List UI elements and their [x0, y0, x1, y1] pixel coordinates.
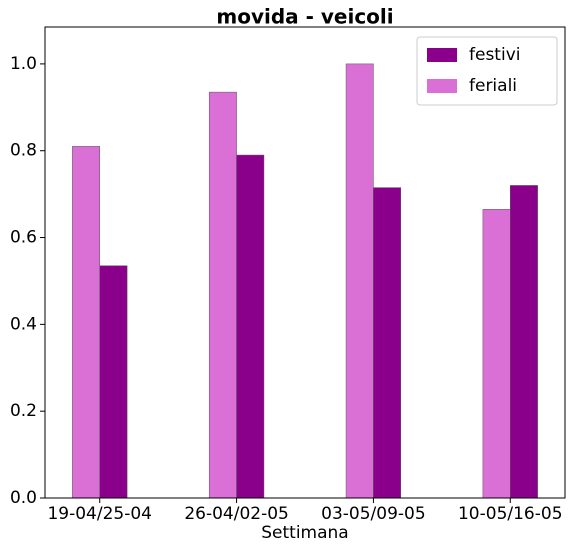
legend-label: festivi — [469, 45, 520, 65]
legend-swatch — [427, 48, 457, 62]
y-tick-label: 0.0 — [10, 488, 37, 508]
y-tick-label: 0.8 — [10, 141, 37, 161]
x-tick-label: 19-04/25-04 — [47, 504, 152, 524]
bar — [482, 209, 511, 499]
bar — [99, 265, 128, 499]
bar — [345, 63, 374, 499]
y-tick-label: 0.4 — [10, 314, 37, 334]
legend-swatch — [427, 79, 457, 93]
y-tick-label: 0.2 — [10, 401, 37, 421]
x-tick-label: 10-05/16-05 — [458, 504, 563, 524]
x-tick-label: 03-05/09-05 — [321, 504, 426, 524]
legend-label: feriali — [469, 76, 517, 96]
y-tick-label: 1.0 — [10, 54, 37, 74]
chart-title: movida - veicoli — [216, 5, 393, 29]
plot-frame — [44, 26, 566, 499]
x-axis-label: Settimana — [261, 523, 348, 541]
bar — [208, 91, 237, 499]
bar — [510, 185, 538, 499]
y-tick-label: 0.6 — [10, 228, 37, 248]
x-tick-label: 26-04/02-05 — [184, 504, 289, 524]
bar — [373, 187, 402, 499]
bar — [236, 154, 265, 499]
bar — [72, 146, 100, 499]
